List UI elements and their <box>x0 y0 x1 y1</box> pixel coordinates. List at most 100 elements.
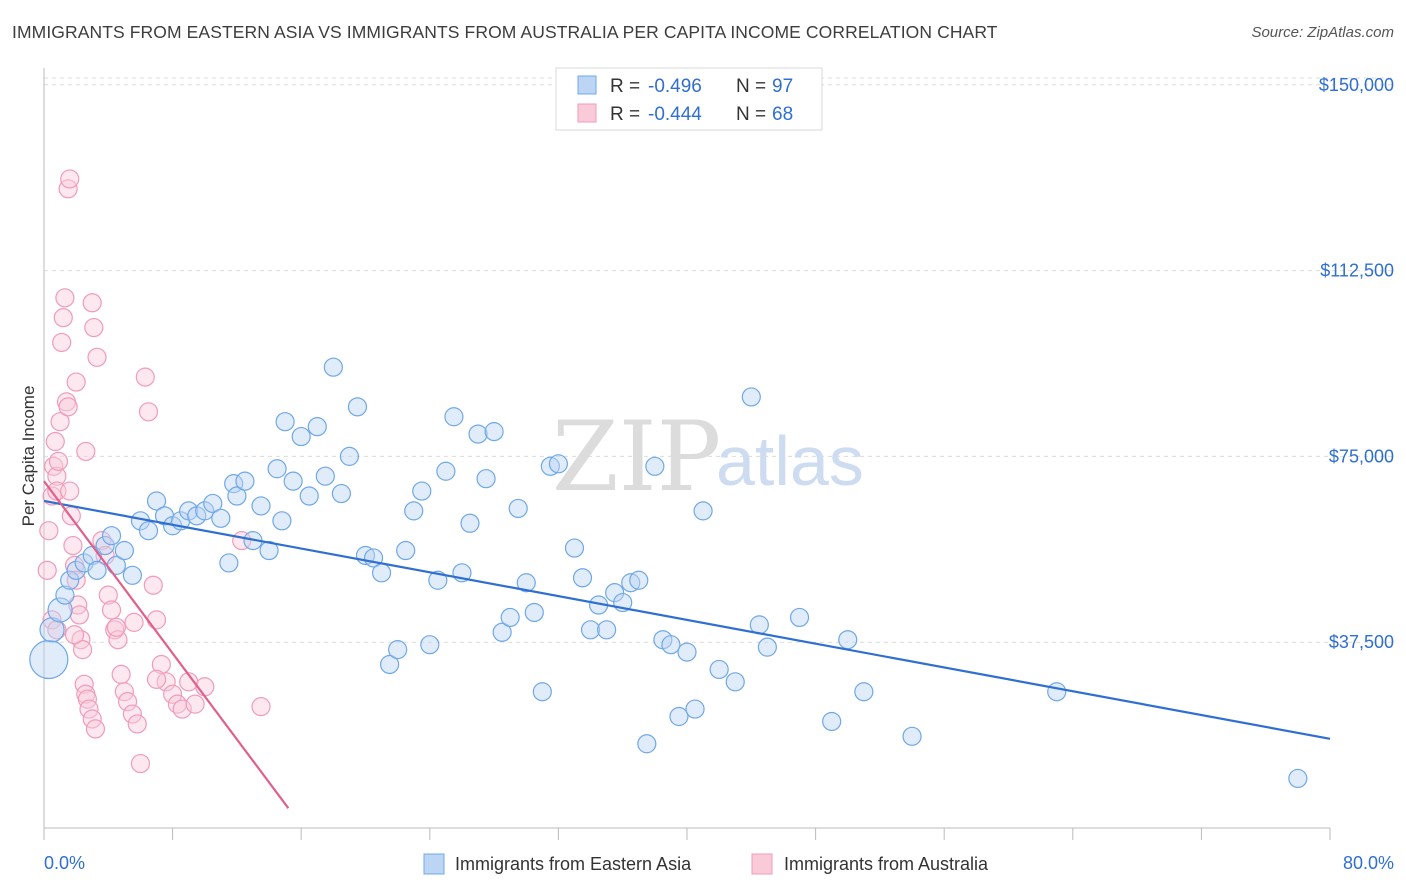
ea-point-8 <box>87 560 107 580</box>
au-point-47 <box>127 714 147 734</box>
ea-point-51 <box>412 481 432 501</box>
au-point-34 <box>82 293 102 313</box>
ea-point-36 <box>291 426 311 447</box>
au-point-6 <box>47 466 67 486</box>
ea-point-84 <box>685 699 705 719</box>
au-point-43 <box>111 664 131 685</box>
au-point-62 <box>251 697 271 717</box>
ea-point-0 <box>29 639 69 680</box>
stats-box-frame <box>555 67 823 131</box>
legend-label-eastern-asia: Immigrants from Eastern Asia <box>455 854 692 874</box>
ea-point-87 <box>725 672 745 692</box>
ea-point-3 <box>55 585 75 605</box>
ea-point-77 <box>629 570 649 590</box>
ea-point-25 <box>219 553 239 573</box>
ea-point-5 <box>66 560 86 580</box>
au-point-67 <box>146 669 167 689</box>
ea-point-76 <box>621 573 641 593</box>
ea-point-79 <box>645 456 665 476</box>
au-point-39 <box>98 585 118 605</box>
ea-point-10 <box>101 526 122 546</box>
axes <box>43 68 1331 840</box>
ea-point-81 <box>661 635 681 655</box>
ea-point-93 <box>838 630 858 650</box>
stats-n-value-1: 97 <box>772 76 793 97</box>
chart-source: Source: ZipAtlas.com <box>1251 24 1394 41</box>
au-point-19 <box>66 570 86 590</box>
au-point-23 <box>72 640 93 660</box>
stats-r-label-2: R = <box>610 104 640 125</box>
au-point-10 <box>52 332 72 353</box>
ea-point-55 <box>444 407 464 427</box>
stats-r-value-2: -0.444 <box>648 104 702 125</box>
stats-box: R = -0.496 N = 97 R = -0.444 N = 68 <box>555 67 823 131</box>
ea-point-83 <box>677 642 697 662</box>
ea-point-88 <box>741 387 761 407</box>
ea-point-48 <box>388 640 408 660</box>
ea-point-96 <box>1047 682 1067 702</box>
au-point-29 <box>85 719 106 739</box>
ea-point-95 <box>902 726 922 746</box>
legend-swatch-australia <box>751 853 773 875</box>
ea-point-94 <box>854 682 874 702</box>
au-point-63 <box>47 620 67 640</box>
stats-r-label-1: R = <box>610 76 640 97</box>
ea-point-22 <box>195 501 215 521</box>
au-point-30 <box>58 179 78 199</box>
ea-point-13 <box>122 565 143 585</box>
ea-point-85 <box>693 501 713 521</box>
stats-n-value-2: 68 <box>772 104 793 125</box>
ea-point-82 <box>669 706 689 727</box>
ea-point-35 <box>283 471 303 491</box>
au-point-64 <box>64 625 85 645</box>
au-point-53 <box>151 654 171 675</box>
legend: Immigrants from Eastern Asia Immigrants … <box>423 853 989 875</box>
stats-n-label-2: N = <box>736 104 766 125</box>
au-point-0 <box>37 560 57 580</box>
au-point-33 <box>76 441 96 462</box>
ea-point-73 <box>597 620 617 640</box>
au-point-45 <box>117 692 138 712</box>
x-tick-label-max: 80.0% <box>1343 853 1394 873</box>
y-axis-label: Per Capita Income <box>19 386 38 527</box>
chart-title: IMMIGRANTS FROM EASTERN ASIA VS IMMIGRAN… <box>12 22 998 42</box>
au-point-35 <box>84 317 104 338</box>
ea-point-1 <box>39 617 65 643</box>
au-point-17 <box>63 535 83 556</box>
ea-point-59 <box>476 469 496 489</box>
au-point-26 <box>77 689 98 709</box>
y-tick-label-0: $37,500 <box>1329 632 1394 652</box>
ea-point-41 <box>331 483 351 504</box>
au-point-11 <box>53 308 73 328</box>
ea-point-70 <box>572 568 593 588</box>
au-point-2 <box>42 610 62 630</box>
au-point-20 <box>68 595 88 615</box>
stats-n-label-1: N = <box>736 76 766 97</box>
au-point-22 <box>71 630 91 650</box>
y-tick-label-2: $112,500 <box>1320 261 1394 281</box>
ea-point-47 <box>380 654 400 675</box>
ea-point-66 <box>532 682 552 702</box>
au-point-32 <box>66 372 86 392</box>
ea-point-61 <box>492 622 512 642</box>
series-australia-points <box>37 169 271 774</box>
legend-swatch-eastern-asia <box>423 853 445 875</box>
ea-point-32 <box>267 459 287 479</box>
au-point-24 <box>74 674 94 694</box>
au-point-59 <box>185 694 205 714</box>
ea-point-33 <box>272 511 292 531</box>
y-tick-label-1: $75,000 <box>1329 446 1394 466</box>
ea-point-38 <box>307 417 327 437</box>
au-point-51 <box>143 575 163 595</box>
watermark: ZIP atlas <box>552 401 864 513</box>
ea-point-78 <box>637 734 657 754</box>
ea-point-68 <box>548 454 569 474</box>
au-point-8 <box>48 451 69 471</box>
series-eastern-asia-points <box>29 357 1308 789</box>
ea-point-91 <box>789 607 810 628</box>
ea-point-26 <box>224 474 244 494</box>
stats-r-value-1: -0.496 <box>648 76 702 97</box>
ea-point-71 <box>580 620 601 640</box>
ea-point-60 <box>484 422 504 442</box>
